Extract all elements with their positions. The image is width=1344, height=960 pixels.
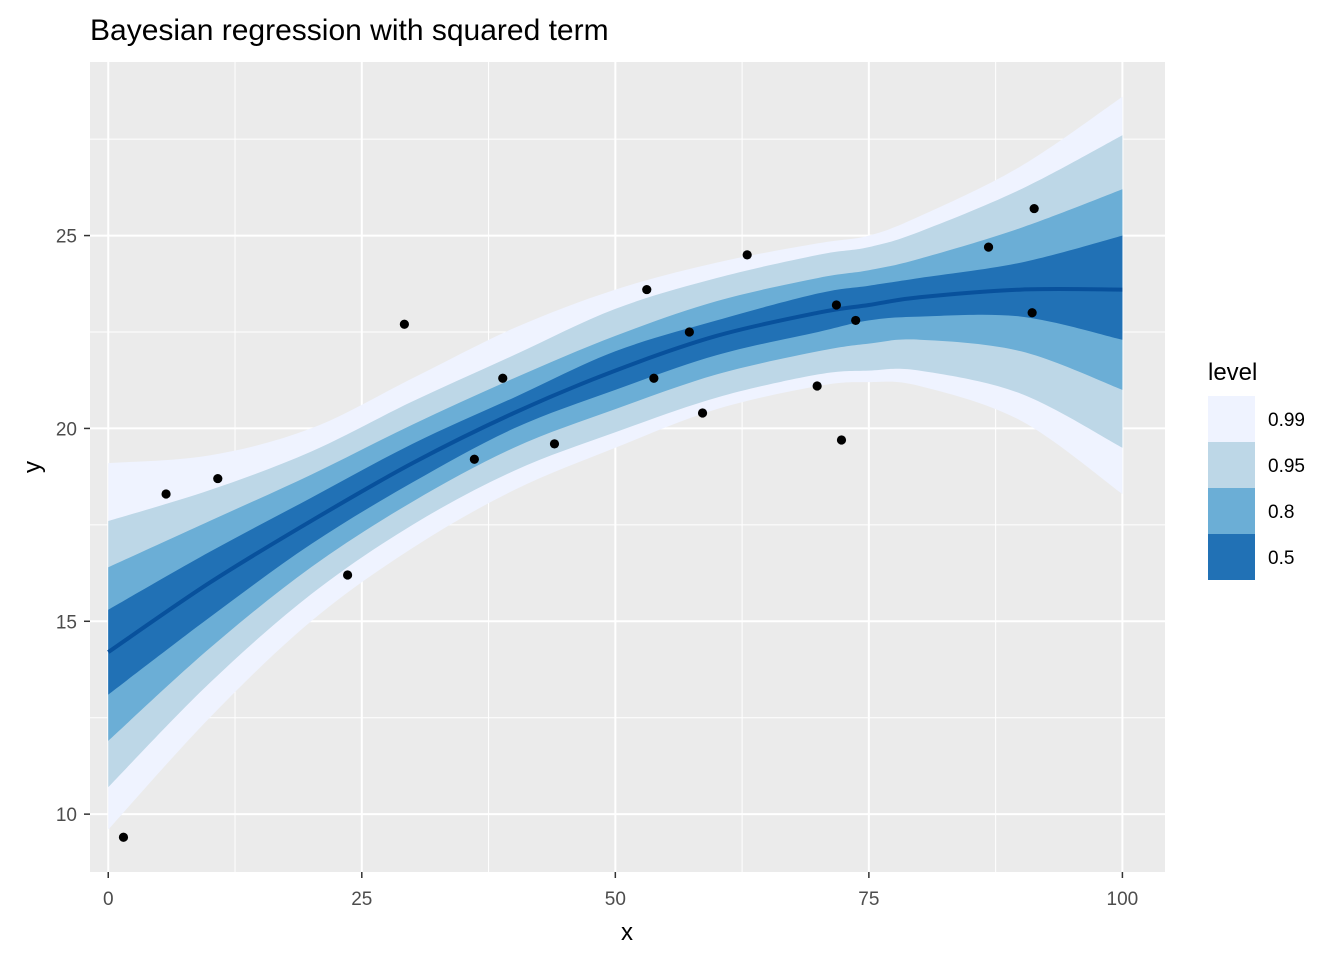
data-point [684, 327, 694, 337]
data-points [118, 203, 1039, 842]
x-axis: 0 25 50 75 100 [103, 872, 1138, 910]
x-tick-label: 25 [351, 889, 372, 910]
data-point [649, 373, 659, 383]
data-point [1027, 308, 1037, 318]
data-point [213, 473, 223, 484]
data-point [836, 435, 847, 445]
band-0-8 [108, 189, 1123, 741]
data-point [1029, 203, 1039, 214]
legend-label: 0.5 [1268, 548, 1294, 569]
data-point [342, 570, 353, 580]
legend-label: 0.99 [1268, 410, 1305, 431]
data-point [983, 242, 994, 252]
y-tick-label: 10 [56, 805, 77, 826]
data-point [161, 489, 171, 499]
median-line [107, 287, 1123, 654]
band-0-5 [108, 235, 1123, 695]
median-curve [107, 287, 1123, 654]
data-point [642, 284, 652, 295]
data-point [399, 319, 409, 329]
x-tick-label: 50 [605, 889, 626, 910]
y-axis: 10 15 20 25 [56, 227, 90, 826]
y-axis-title: y [19, 461, 46, 473]
data-point [549, 439, 560, 449]
chart-title: Bayesian regression with squared term [90, 14, 609, 47]
data-point [697, 408, 708, 418]
x-tick-label: 75 [858, 889, 879, 910]
legend-key [1208, 488, 1255, 534]
legend: level 0.99 0.95 0.8 0.5 [1208, 359, 1305, 580]
data-point [812, 381, 822, 391]
legend-label: 0.95 [1268, 456, 1305, 477]
legend-items: 0.99 0.95 0.8 0.5 [1208, 396, 1305, 580]
y-tick-label: 20 [56, 419, 77, 440]
legend-key [1208, 534, 1255, 580]
y-tick-label: 25 [56, 227, 77, 248]
legend-title: level [1208, 359, 1257, 386]
data-point [118, 832, 129, 842]
data-point [469, 454, 479, 464]
x-tick-label: 100 [1107, 889, 1139, 910]
legend-label: 0.8 [1268, 502, 1294, 523]
legend-key [1208, 396, 1255, 442]
data-point [742, 250, 752, 260]
legend-key [1208, 442, 1255, 488]
y-tick-label: 15 [56, 612, 77, 633]
data-point [831, 300, 842, 310]
credible-bands [108, 96, 1123, 830]
data-point [498, 373, 508, 383]
data-point [851, 315, 861, 326]
x-axis-title: x [621, 919, 633, 946]
x-tick-label: 0 [103, 889, 114, 910]
